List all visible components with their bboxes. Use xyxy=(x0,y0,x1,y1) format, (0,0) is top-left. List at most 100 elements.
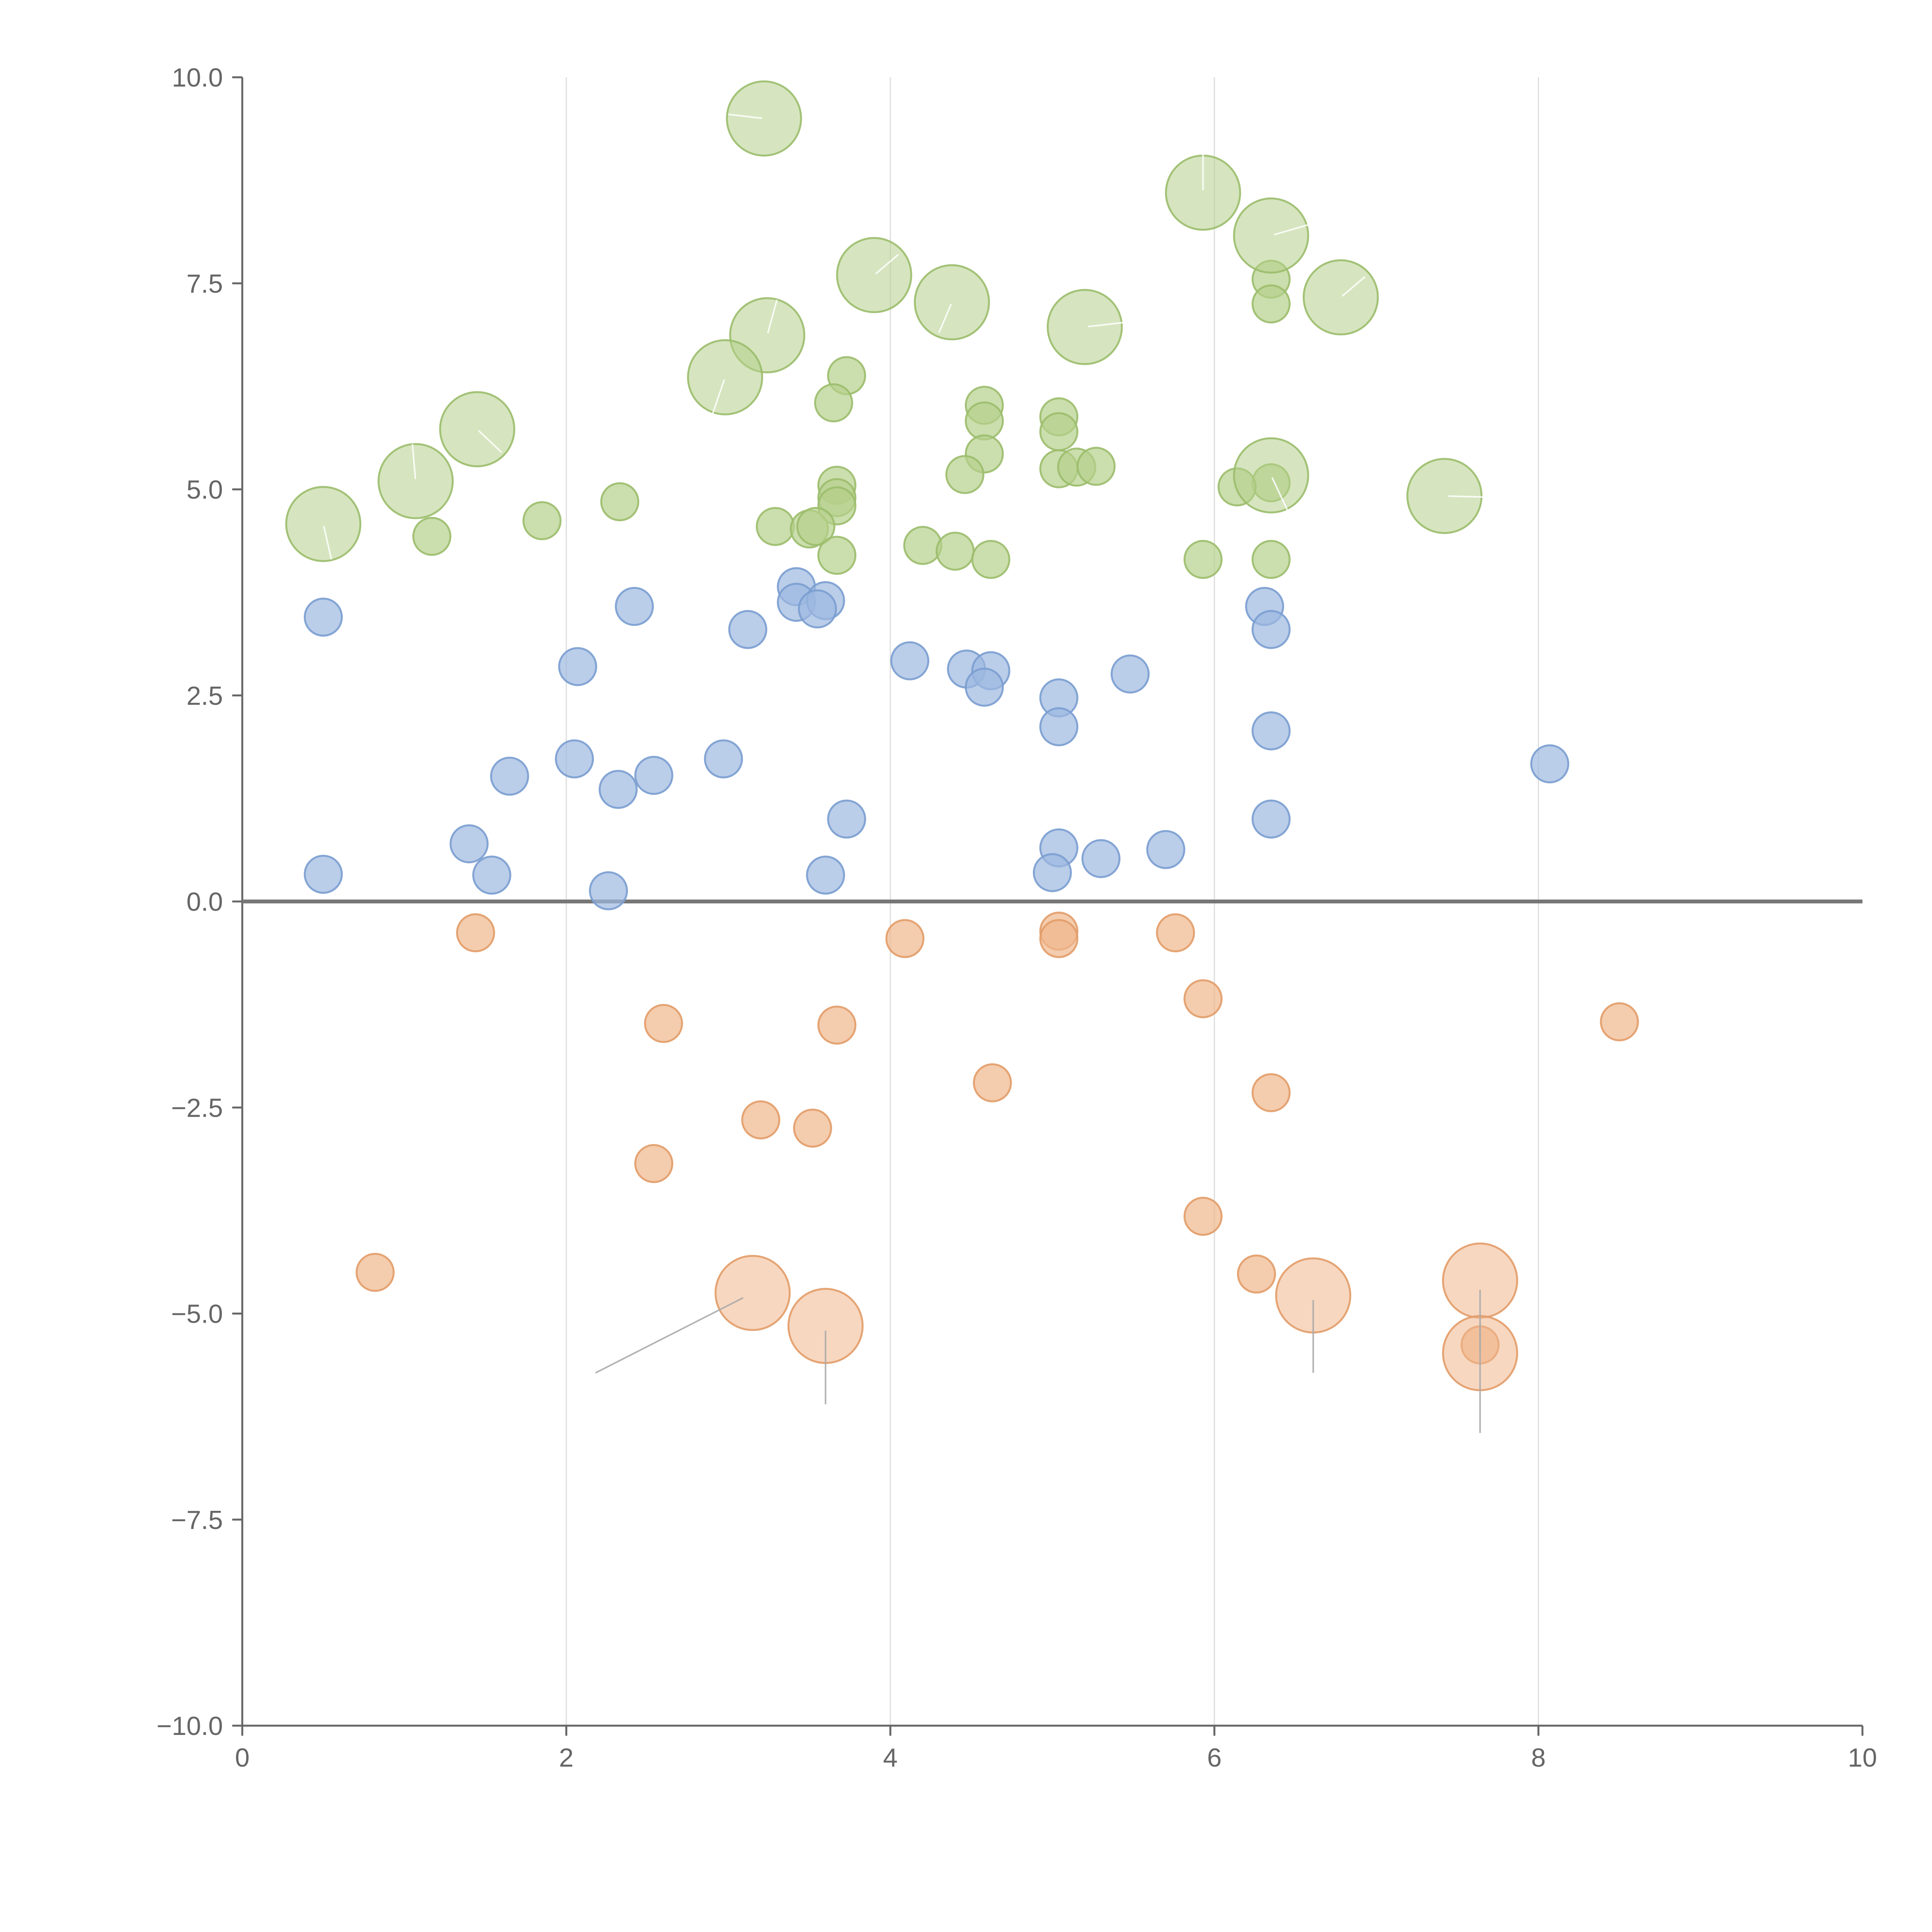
green-bubble xyxy=(285,486,362,562)
green-leader-line xyxy=(711,379,725,416)
green-leader-line xyxy=(412,444,417,479)
orange-bubble xyxy=(885,919,925,958)
y-tick-label: −5.0 xyxy=(171,1299,223,1329)
green-bubble xyxy=(945,455,985,494)
blue-bubble xyxy=(704,739,743,779)
orange-leader-line xyxy=(595,1297,744,1374)
green-bubble xyxy=(817,536,857,575)
blue-bubble xyxy=(827,799,866,839)
green-bubble xyxy=(1183,540,1223,579)
green-leader-line xyxy=(1342,276,1366,297)
blue-bubble xyxy=(806,855,845,895)
blue-bubble xyxy=(964,667,1004,707)
green-bubble xyxy=(1252,540,1291,579)
leader-lines xyxy=(323,113,1506,1433)
green-bubble xyxy=(903,526,942,565)
blue-bubble xyxy=(599,770,638,809)
x-tick-label: 10 xyxy=(1848,1743,1877,1772)
blue-bubble xyxy=(490,757,529,796)
green-leader-line xyxy=(323,526,332,560)
green-leader-line xyxy=(1088,320,1142,328)
green-bubble xyxy=(600,482,639,521)
tick-labels: 0 2 4 6 8 10 10.0 7.5 5.0 2.5 0.0 −2.5 −5.0 −7.5 −10.0 xyxy=(156,63,1877,1772)
blue-bubble xyxy=(589,871,628,910)
x-tick-label: 0 xyxy=(235,1743,250,1772)
orange-bubble xyxy=(1156,913,1195,952)
green-bubble xyxy=(1303,259,1379,336)
bubbles xyxy=(285,80,1639,1391)
blue-bubble xyxy=(1039,707,1078,747)
orange-bubble xyxy=(714,1255,791,1331)
orange-bubble xyxy=(1183,1197,1223,1236)
green-bubble xyxy=(412,517,452,556)
green-bubble xyxy=(836,237,912,313)
blue-bubble xyxy=(1111,654,1150,694)
blue-bubble xyxy=(449,824,489,864)
blue-bubble xyxy=(558,647,597,686)
green-bubble xyxy=(971,540,1010,579)
orange-bubble xyxy=(355,1253,395,1292)
green-bubble xyxy=(814,383,853,423)
blue-bubble xyxy=(555,739,594,779)
blue-bubble xyxy=(1252,799,1291,839)
green-bubble xyxy=(1077,447,1116,486)
green-leader-line xyxy=(875,254,899,275)
blue-bubble xyxy=(304,855,343,894)
y-tick-label: 2.5 xyxy=(186,681,223,711)
green-leader-line xyxy=(728,113,762,119)
x-tick-label: 6 xyxy=(1207,1743,1222,1772)
blue-bubble xyxy=(472,855,512,895)
orange-bubble xyxy=(793,1109,832,1148)
orange-bubble xyxy=(741,1100,781,1139)
green-bubble xyxy=(1039,412,1078,451)
y-tick-label: −7.5 xyxy=(171,1505,223,1535)
green-bubble xyxy=(1252,284,1291,324)
blue-bubble xyxy=(615,587,654,626)
orange-bubble xyxy=(973,1063,1012,1102)
y-tick-label: −10.0 xyxy=(156,1711,223,1741)
green-bubble xyxy=(796,507,835,546)
orange-bubble xyxy=(1183,979,1223,1019)
blue-bubble xyxy=(728,610,767,649)
orange-bubble xyxy=(634,1144,673,1183)
green-bubble xyxy=(687,339,764,415)
orange-bubble xyxy=(1039,919,1078,958)
green-bubble xyxy=(755,507,795,546)
y-tick-label: 10.0 xyxy=(172,63,223,92)
green-bubble xyxy=(726,80,802,157)
blue-bubble xyxy=(634,756,673,795)
orange-bubble xyxy=(817,1005,857,1045)
green-bubble xyxy=(1233,437,1310,514)
blue-bubble xyxy=(1033,853,1072,892)
orange-bubble xyxy=(456,913,495,952)
x-tick-label: 8 xyxy=(1531,1743,1546,1772)
orange-bubble xyxy=(1252,1073,1291,1112)
green-leader-line xyxy=(938,304,952,333)
y-tick-label: −2.5 xyxy=(171,1093,223,1122)
x-tick-label: 4 xyxy=(883,1743,898,1772)
orange-bubble xyxy=(1237,1254,1276,1294)
green-leader-line xyxy=(1448,495,1506,498)
y-tick-label: 7.5 xyxy=(186,269,223,298)
green-bubble xyxy=(439,391,515,468)
blue-bubble xyxy=(304,597,343,637)
blue-bubble xyxy=(1252,610,1291,649)
green-bubble xyxy=(1046,289,1123,365)
green-bubble xyxy=(964,401,1004,440)
y-tick-label: 5.0 xyxy=(186,475,223,505)
orange-bubble xyxy=(1600,1002,1639,1041)
green-leader-line xyxy=(1271,477,1288,510)
green-bubble xyxy=(935,531,975,571)
green-bubble xyxy=(522,501,562,541)
blue-bubble xyxy=(1530,744,1570,784)
green-leader-line xyxy=(478,430,502,453)
green-leader-line xyxy=(1274,221,1320,236)
x-tick-label: 2 xyxy=(559,1743,574,1772)
green-bubble xyxy=(378,443,454,519)
green-leader-line xyxy=(767,299,778,333)
y-tick-label: 0.0 xyxy=(186,887,223,917)
blue-bubble xyxy=(1081,839,1121,878)
green-bubble xyxy=(914,264,990,340)
blue-bubble xyxy=(798,589,837,629)
